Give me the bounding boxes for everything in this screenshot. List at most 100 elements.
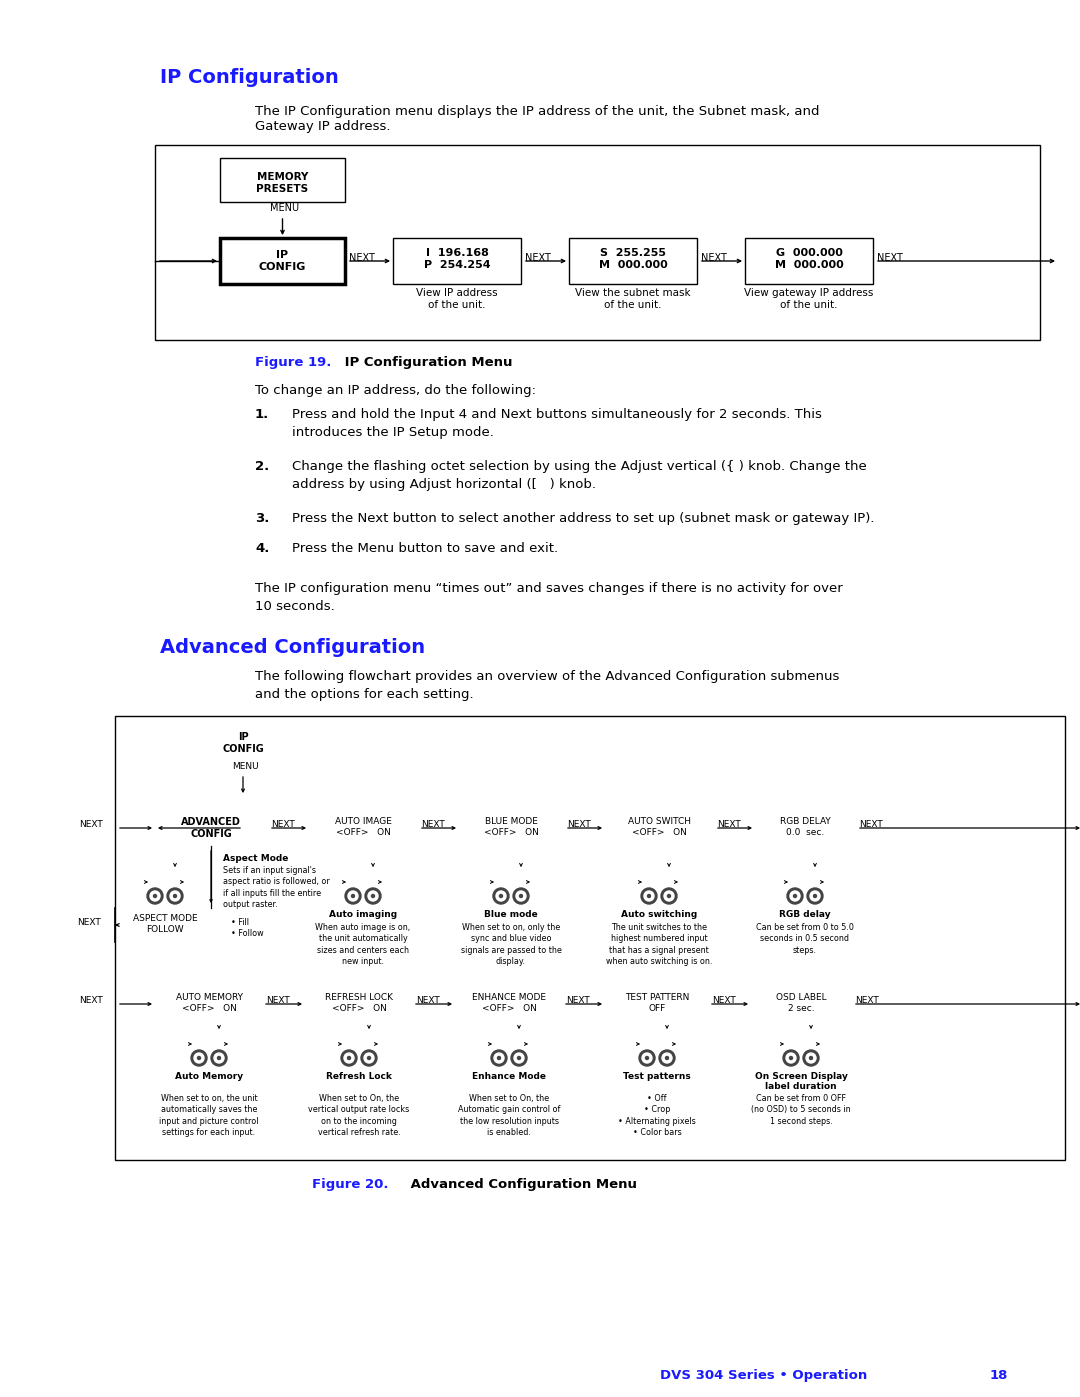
Text: NEXT: NEXT [271,820,295,828]
Text: View gateway IP address
of the unit.: View gateway IP address of the unit. [744,288,874,310]
Text: • Off
• Crop
• Alternating pixels
• Color bars: • Off • Crop • Alternating pixels • Colo… [618,1094,696,1137]
Circle shape [642,1053,652,1063]
Text: Figure 20.: Figure 20. [312,1178,388,1192]
Text: AUTO MEMORY
<OFF>   ON: AUTO MEMORY <OFF> ON [175,993,243,1013]
Text: RGB delay: RGB delay [779,909,831,919]
Circle shape [365,888,381,904]
Bar [309,810,417,847]
Circle shape [813,894,816,897]
Circle shape [492,888,509,904]
Circle shape [351,894,354,897]
Text: NEXT: NEXT [717,820,741,828]
Text: 1.: 1. [255,408,269,420]
Text: NEXT: NEXT [79,996,103,1004]
Text: NEXT: NEXT [266,996,289,1004]
Text: Blue mode: Blue mode [484,909,538,919]
Text: When set to On, the
Automatic gain control of
the low resolution inputs
is enabl: When set to On, the Automatic gain contr… [458,1094,561,1137]
Circle shape [662,1053,672,1063]
Text: NEXT: NEXT [79,820,103,828]
Bar [459,810,563,847]
Circle shape [642,888,657,904]
Text: AUTO IMAGE
<OFF>   ON: AUTO IMAGE <OFF> ON [335,817,391,837]
Bar [156,145,1040,339]
Text: Aspect Mode: Aspect Mode [222,854,288,863]
Circle shape [150,891,160,901]
Circle shape [646,1056,648,1059]
Text: Auto switching: Auto switching [621,909,697,919]
Text: Test patterns: Test patterns [623,1071,691,1081]
Circle shape [345,888,361,904]
Circle shape [810,1056,812,1059]
Text: MENU: MENU [270,203,299,212]
Text: G  000.000
M  000.000: G 000.000 M 000.000 [774,249,843,271]
Circle shape [661,888,677,904]
Text: DVS 304 Series • Operation: DVS 304 Series • Operation [660,1369,867,1382]
Circle shape [194,1053,204,1063]
Bar [605,986,708,1023]
Circle shape [665,1056,669,1059]
Circle shape [783,1051,799,1066]
Circle shape [794,894,797,897]
Bar [156,810,267,847]
Circle shape [368,891,378,901]
Bar [220,158,345,203]
Circle shape [667,894,671,897]
Circle shape [198,1056,201,1059]
Circle shape [174,894,176,897]
Circle shape [372,894,375,897]
Text: IP Configuration: IP Configuration [160,68,339,87]
Circle shape [491,1051,507,1066]
Text: The IP Configuration menu displays the IP address of the unit, the Subnet mask, : The IP Configuration menu displays the I… [255,105,820,117]
Circle shape [167,888,183,904]
Circle shape [345,1053,354,1063]
Bar [745,237,873,284]
Text: NEXT: NEXT [855,996,879,1004]
Circle shape [214,1053,224,1063]
Text: BLUE MODE
<OFF>   ON: BLUE MODE <OFF> ON [484,817,539,837]
Text: View the subnet mask
of the unit.: View the subnet mask of the unit. [576,288,691,310]
Circle shape [786,1053,796,1063]
Circle shape [496,891,507,901]
Circle shape [810,891,820,901]
Text: NEXT: NEXT [567,820,591,828]
Circle shape [361,1051,377,1066]
Circle shape [648,894,650,897]
Text: MEMORY
PRESETS: MEMORY PRESETS [256,172,309,194]
Circle shape [517,1056,521,1059]
Bar [569,237,697,284]
Text: NEXT: NEXT [566,996,590,1004]
Text: The following flowchart provides an overview of the Advanced Configuration subme: The following flowchart provides an over… [255,671,839,701]
Text: Advanced Configuration Menu: Advanced Configuration Menu [406,1178,637,1192]
Text: 4.: 4. [255,542,269,555]
Text: IP
CONFIG: IP CONFIG [222,732,264,754]
Text: NEXT: NEXT [712,996,735,1004]
Circle shape [789,891,800,901]
Circle shape [348,891,357,901]
Text: Auto imaging: Auto imaging [329,909,397,919]
Text: Advanced Configuration: Advanced Configuration [160,638,426,657]
Bar [220,237,345,284]
Text: TEST PATTERN
OFF: TEST PATTERN OFF [625,993,689,1013]
Text: Press the Menu button to save and exit.: Press the Menu button to save and exit. [292,542,558,555]
Circle shape [170,891,180,901]
Text: When set to On, the
vertical output rate locks
on to the incoming
vertical refre: When set to On, the vertical output rate… [309,1094,409,1137]
Circle shape [153,894,157,897]
Bar [114,717,1065,1160]
Text: Press and hold the Input 4 and Next buttons simultaneously for 2 seconds. This
i: Press and hold the Input 4 and Next butt… [292,408,822,439]
Text: NEXT: NEXT [416,996,440,1004]
Circle shape [514,1053,524,1063]
Text: To change an IP address, do the following:: To change an IP address, do the followin… [255,384,536,397]
Text: Gateway IP address.: Gateway IP address. [255,120,391,133]
Bar [195,724,291,760]
Text: NEXT: NEXT [877,253,903,263]
Circle shape [639,1051,654,1066]
Text: Can be set from 0 OFF
(no OSD) to 5 seconds in
1 second steps.: Can be set from 0 OFF (no OSD) to 5 seco… [752,1094,851,1126]
Circle shape [364,1053,374,1063]
Circle shape [513,888,529,904]
Text: When auto image is on,
the unit automatically
sizes and centers each
new input.: When auto image is on, the unit automati… [315,923,410,967]
Text: • Fill
• Follow: • Fill • Follow [231,918,264,939]
Text: NEXT: NEXT [349,253,375,263]
Text: ADVANCED
CONFIG: ADVANCED CONFIG [181,817,241,840]
Circle shape [217,1056,220,1059]
Bar [393,237,521,284]
